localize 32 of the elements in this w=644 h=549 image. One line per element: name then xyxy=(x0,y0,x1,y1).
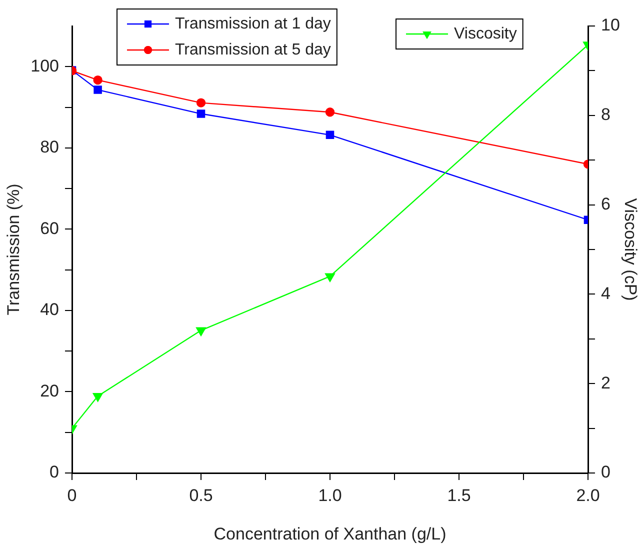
y-axis-title: Transmission (%) xyxy=(4,184,23,316)
y2-tick-label: 10 xyxy=(601,16,620,35)
point xyxy=(93,75,102,85)
point xyxy=(196,327,206,336)
y2-axis-title: Viscosity (cP) xyxy=(621,198,640,301)
x-tick-label: 1.0 xyxy=(318,486,342,505)
x-tick-label: 0.5 xyxy=(189,486,213,505)
point xyxy=(196,98,206,108)
y2-tick-label: 0 xyxy=(601,462,610,482)
point xyxy=(92,393,103,402)
y2-tick-label: 8 xyxy=(601,105,610,124)
y2-tick-label: 2 xyxy=(601,373,610,392)
y-tick-label: 80 xyxy=(40,138,59,157)
point xyxy=(326,130,334,140)
legend-label: Transmission at 5 day xyxy=(175,41,331,58)
point xyxy=(325,273,335,282)
point xyxy=(94,86,102,94)
y-tick-label: 0 xyxy=(50,462,59,482)
y2-tick-label: 6 xyxy=(601,194,610,214)
y-tick-label: 60 xyxy=(40,218,59,238)
x-axis-title: Concentration of Xanthan (g/L) xyxy=(214,524,446,544)
y-tick-label: 100 xyxy=(30,56,59,76)
legend-label: Transmission at 1 day xyxy=(175,15,331,32)
y-tick-label: 40 xyxy=(40,300,59,320)
y2-tick-label: 4 xyxy=(601,284,610,303)
x-tick-label: 1.5 xyxy=(447,486,471,505)
x-tick-label: 2.0 xyxy=(576,486,600,505)
point xyxy=(325,108,335,117)
legend-label: Viscosity xyxy=(454,25,517,42)
y-tick-label: 20 xyxy=(40,381,59,400)
x-tick-label: 0 xyxy=(67,486,77,505)
point xyxy=(196,110,206,118)
